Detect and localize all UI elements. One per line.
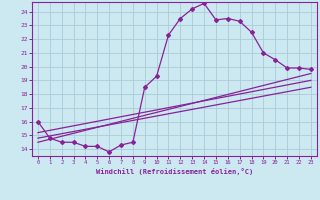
X-axis label: Windchill (Refroidissement éolien,°C): Windchill (Refroidissement éolien,°C) bbox=[96, 168, 253, 175]
